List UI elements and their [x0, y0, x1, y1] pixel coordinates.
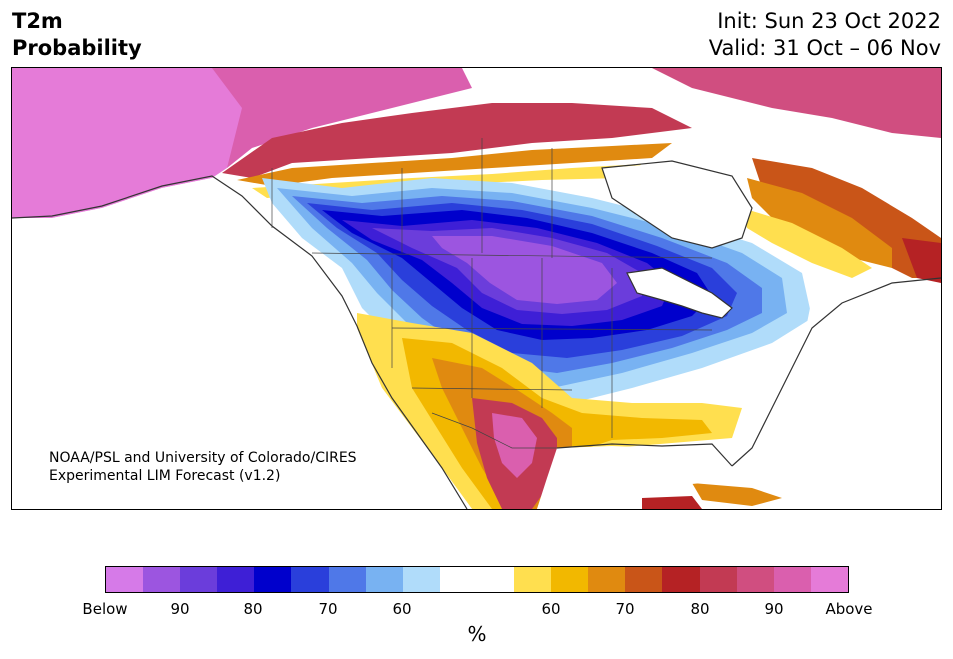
colorbar-tick-label: 90: [764, 600, 784, 618]
probability-colorbar: [105, 566, 849, 593]
colorbar-cell: [439, 567, 477, 592]
colorbar-cell: [180, 567, 218, 592]
north-canada-region: [212, 68, 472, 168]
gulf-of-mexico: [537, 446, 732, 509]
colorbar-cell: [625, 567, 663, 592]
colorbar-unit: %: [467, 622, 487, 646]
colorbar-cell: [291, 567, 329, 592]
great-lakes: [627, 268, 732, 318]
colorbar-tick-label: 60: [392, 600, 412, 618]
atlantic: [772, 288, 941, 509]
hudson-bay: [602, 163, 752, 248]
east-red: [902, 238, 941, 283]
title-line-2: Probability: [12, 36, 142, 60]
political-borders: [271, 138, 713, 449]
texas-max: [492, 413, 537, 478]
caribbean-red: [642, 496, 702, 509]
chart-title: T2m Probability: [12, 8, 142, 62]
arctic-orange: [237, 143, 672, 186]
colorbar-cell: [699, 567, 737, 592]
colorbar-cell: [254, 567, 292, 592]
colorbar-cell: [328, 567, 366, 592]
colorbar-tick-label: 70: [318, 600, 338, 618]
pacific-coast: [12, 178, 472, 509]
coastlines: [12, 160, 941, 509]
colorbar-tick-label: 90: [170, 600, 190, 618]
init-date: Init: Sun 23 Oct 2022: [717, 9, 941, 33]
probability-map: [11, 67, 942, 510]
colorbar-cell: [514, 567, 552, 592]
arctic-band: [222, 103, 692, 178]
colorbar-tick-label: Above: [825, 600, 873, 618]
colorbar-tick-label: Below: [82, 600, 128, 618]
colorbar-cell: [773, 567, 811, 592]
colorbar-cell: [143, 567, 181, 592]
forecast-dates: Init: Sun 23 Oct 2022 Valid: 31 Oct – 06…: [709, 8, 941, 62]
colorbar-tick-label: 80: [690, 600, 710, 618]
credit-line-1: NOAA/PSL and University of Colorado/CIRE…: [49, 450, 357, 466]
quebec-yellow: [742, 208, 872, 278]
colorbar-cell: [736, 567, 774, 592]
caribbean-orange: [692, 483, 782, 506]
colorbar-tick-label: 80: [243, 600, 263, 618]
colorbar-cell: [402, 567, 440, 592]
colorbar-cell: [551, 567, 589, 592]
valid-date: Valid: 31 Oct – 06 Nov: [708, 36, 941, 60]
colorbar-cell: [810, 567, 848, 592]
credit-text: NOAA/PSL and University of Colorado/CIRE…: [49, 449, 357, 485]
credit-line-2: Experimental LIM Forecast (v1.2): [49, 468, 281, 484]
title-line-1: T2m: [12, 9, 63, 33]
greenland-region: [652, 68, 941, 138]
colorbar-cell: [588, 567, 626, 592]
colorbar-tick-label: 70: [615, 600, 635, 618]
below-max-core: [432, 236, 617, 304]
quebec-orange: [747, 178, 892, 268]
colorbar-cell: [217, 567, 255, 592]
colorbar-cell: [365, 567, 403, 592]
colorbar-tick-label: 60: [541, 600, 561, 618]
colorbar-cell: [476, 567, 515, 592]
colorbar-cell: [662, 567, 700, 592]
alaska-region: [12, 68, 282, 218]
map-canvas: [12, 68, 941, 509]
colorbar-cell: [106, 567, 144, 592]
